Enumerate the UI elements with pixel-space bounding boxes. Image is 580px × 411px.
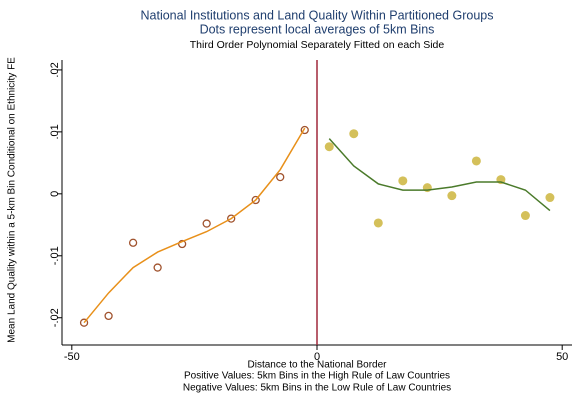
point (300, 125, 309, 135)
point (251, 195, 260, 205)
point (177, 239, 187, 249)
x-tick-label: 0 (314, 351, 320, 363)
point (324, 142, 334, 152)
y-tick-label: 0 (49, 191, 61, 197)
point (398, 176, 408, 186)
x-tick-label: 50 (556, 351, 568, 363)
fit-line (83, 127, 306, 324)
point (520, 211, 530, 221)
point (447, 191, 457, 201)
point (545, 193, 555, 203)
point (79, 318, 89, 327)
x-note: Positive Values: 5km Bins in the High Ru… (184, 371, 450, 382)
point (276, 172, 285, 182)
chart-title: National Institutions and Land Quality W… (141, 8, 494, 22)
fit-line (328, 138, 551, 212)
y-axis-label: Mean Land Quality within a 5-km Bin Cond… (7, 57, 18, 343)
y-tick-label: -.01 (49, 246, 61, 265)
point (128, 238, 138, 247)
y-tick-label: .01 (49, 124, 61, 139)
point (471, 156, 481, 166)
point (373, 218, 383, 228)
point (104, 311, 113, 321)
point (202, 219, 211, 228)
x-note: Negative Values: 5km Bins in the Low Rul… (183, 383, 451, 394)
x-tick-label: -50 (64, 351, 80, 363)
point (227, 214, 236, 223)
x-axis-label: Distance to the National Border (248, 360, 388, 371)
y-tick-label: -.02 (49, 308, 61, 327)
chart-subtitle: Dots represent local averages of 5km Bin… (200, 22, 435, 36)
point (153, 263, 162, 272)
chart-note: Third Order Polynomial Separately Fitted… (190, 39, 445, 51)
point (349, 129, 359, 139)
y-tick-label: .02 (49, 62, 61, 77)
